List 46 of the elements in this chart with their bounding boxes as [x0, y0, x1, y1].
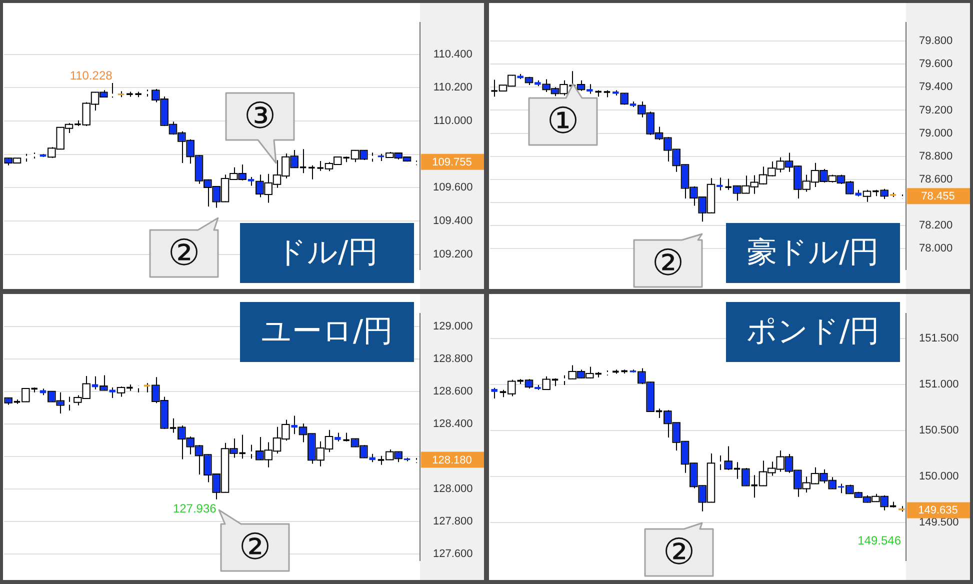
y-tick-label: 79.400 [918, 81, 953, 94]
y-tick-label: 79.600 [918, 58, 953, 70]
y-tick-label: 127.800 [433, 515, 473, 528]
text: 109.755 [432, 156, 472, 168]
y-tick-label: 128.600 [433, 386, 473, 398]
title-plate: ユーロ/円 [240, 302, 414, 362]
y-tick-label: 109.400 [433, 215, 473, 228]
annotation: ② [662, 532, 696, 572]
text: 78.455 [921, 190, 955, 203]
y-tick-label: 149.500 [919, 516, 959, 529]
y-tick-label: 78.600 [918, 173, 953, 186]
annotation: 149.546 [858, 533, 902, 548]
y-tick-label: 109.200 [433, 248, 473, 260]
y-tick-label: 78.000 [918, 242, 953, 255]
y-tick-label: 151.500 [919, 332, 959, 344]
annotation: ② [168, 232, 200, 274]
text: 128.180 [432, 454, 472, 466]
y-tick-label: 150.500 [919, 424, 959, 437]
y-tick-label: 110.400 [433, 48, 472, 60]
text: 149.635 [918, 504, 958, 517]
chart-title: ユーロ/円 [260, 314, 394, 349]
y-tick-label: 151.000 [919, 378, 959, 391]
y-tick-label: 79.200 [918, 104, 953, 116]
text: 127.936 [172, 502, 216, 516]
title-plate: ポンド/円 [726, 302, 900, 362]
chart-title: ポンド/円 [746, 314, 880, 349]
title-plate: ドル/円 [240, 223, 414, 283]
y-tick-label: 79.000 [918, 127, 953, 140]
text: 110.228 [70, 68, 112, 82]
y-tick-label: 110.200 [433, 82, 472, 94]
y-tick-label: 128.400 [433, 418, 473, 430]
annotation: ① [546, 100, 580, 142]
annotation: ② [238, 526, 272, 568]
y-tick-label: 78.200 [918, 220, 953, 232]
y-tick-label: 129.000 [433, 320, 473, 333]
y-tick-label: 127.600 [433, 548, 473, 560]
y-tick-label: 128.800 [433, 353, 473, 366]
y-tick-label: 128.000 [433, 482, 473, 495]
annotation: ③ [244, 96, 276, 136]
y-tick-label: 109.600 [433, 182, 473, 194]
y-tick-label: 150.000 [919, 470, 959, 483]
title-plate: 豪ドル/円 [726, 223, 900, 283]
y-tick-label: 79.800 [918, 35, 953, 48]
annotation: ② [652, 242, 684, 284]
y-tick-label: 110.000 [433, 115, 472, 128]
y-tick-label: 78.800 [918, 150, 953, 162]
